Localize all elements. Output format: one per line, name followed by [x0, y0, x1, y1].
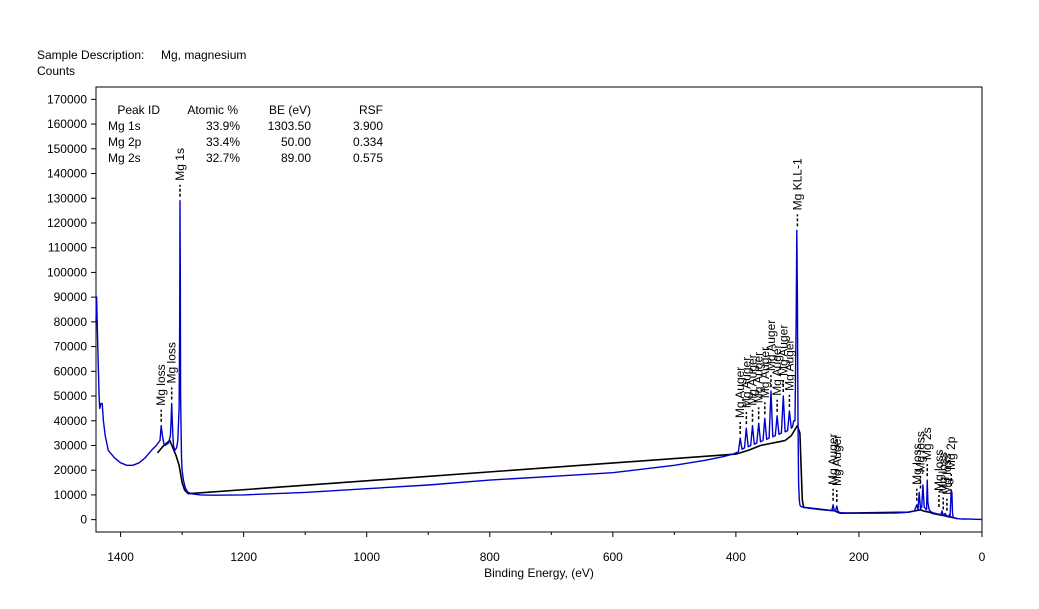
y-tick-label: 150000: [47, 142, 87, 156]
series-layer: [95, 199, 983, 521]
y-tick-label: 140000: [47, 167, 87, 181]
peak-table-header: Peak ID: [117, 103, 160, 117]
annotation-label: Mg Auger: [752, 352, 766, 403]
sample-description-label: Sample Description:: [37, 48, 144, 62]
x-tick-label: 600: [603, 550, 623, 564]
envelope-line: [156, 424, 958, 520]
peak-table-header: BE (eV): [269, 103, 311, 117]
y-tick-label: 0: [80, 513, 87, 527]
y-tick-label: 90000: [54, 290, 88, 304]
x-axis-label: Binding Energy, (eV): [484, 566, 594, 580]
x-tick-label: 1400: [107, 550, 134, 564]
sample-description-value: Mg, magnesium: [161, 48, 246, 62]
peak-table-cell: Mg 2s: [108, 151, 141, 165]
x-tick-label: 1200: [230, 550, 257, 564]
y-tick-label: 40000: [54, 414, 88, 428]
annotation-label: Mg 1s: [173, 148, 187, 181]
peak-table-cell: 33.9%: [206, 119, 240, 133]
annotation-label: Mg Auger: [733, 367, 747, 418]
annotation-label: Mg loss: [165, 342, 179, 383]
annotation-label: Mg loss: [940, 453, 954, 494]
spectrum-line: [95, 199, 983, 521]
peak-table-cell: 89.00: [281, 151, 311, 165]
x-tick-label: 200: [849, 550, 869, 564]
annotation-label: Mg loss: [910, 443, 924, 484]
y-tick-label: 10000: [54, 488, 88, 502]
x-tick-label: 800: [480, 550, 500, 564]
y-tick-label: 50000: [54, 389, 88, 403]
y-tick-label: 70000: [54, 340, 88, 354]
annotation-label: Mg loss: [154, 364, 168, 405]
x-tick-label: 1000: [353, 550, 380, 564]
y-tick-label: 130000: [47, 191, 87, 205]
annotation-label: Mg 2s: [920, 427, 934, 460]
annotation-label: Mg loss: [932, 450, 946, 491]
annotation-label: Mg loss: [913, 431, 927, 472]
x-tick-label: 0: [979, 550, 986, 564]
annotation-label: Mg Auger: [758, 347, 772, 398]
y-tick-label: 110000: [48, 241, 87, 255]
peak-table-cell: Mg 1s: [108, 119, 141, 133]
annotation-label: Mg Auger: [776, 325, 790, 376]
peak-table: Peak ID Atomic % BE (eV) RSF Mg 1s 33.9%…: [108, 103, 383, 165]
annotation-label: Mg Auger: [739, 357, 753, 408]
x-tick-label: 400: [726, 550, 746, 564]
y-tick-label: 80000: [54, 315, 88, 329]
peak-table-cell: 0.334: [353, 135, 383, 149]
y-tick-label: 20000: [54, 463, 88, 477]
y-tick-label: 60000: [54, 364, 88, 378]
annotation-label: Mg 2p: [944, 436, 958, 470]
y-tick-label: 100000: [47, 265, 87, 279]
peak-table-header: Atomic %: [187, 103, 238, 117]
peak-table-cell: 32.7%: [206, 151, 240, 165]
y-tick-label: 30000: [54, 438, 88, 452]
axis-ticks: 0100002000030000400005000060000700008000…: [47, 92, 986, 564]
peak-table-header: RSF: [359, 103, 383, 117]
annotation-label: Mg KLL-1: [790, 158, 804, 210]
y-tick-label: 120000: [47, 216, 87, 230]
y-tick-label: 160000: [47, 117, 87, 131]
peak-table-cell: 3.900: [353, 119, 383, 133]
annotation-label: Mg Auger: [746, 354, 760, 405]
peak-table-cell: Mg 2p: [108, 135, 142, 149]
y-tick-label: 170000: [47, 92, 87, 106]
annotation-label: Mg Auger: [782, 339, 796, 390]
y-axis-label: Counts: [37, 64, 75, 78]
annotation-label: Mg Auger: [830, 435, 844, 486]
annotation-label: Mg loss: [936, 452, 950, 493]
peak-table-cell: 33.4%: [206, 135, 240, 149]
peak-table-cell: 50.00: [281, 135, 311, 149]
peak-table-cell: 0.575: [353, 151, 383, 165]
annotation-label: Mg Auger: [770, 344, 784, 395]
peak-table-cell: 1303.50: [268, 119, 312, 133]
annotation-label: Mg Auger: [764, 320, 778, 371]
annotation-label: Mg Auger: [826, 433, 840, 484]
